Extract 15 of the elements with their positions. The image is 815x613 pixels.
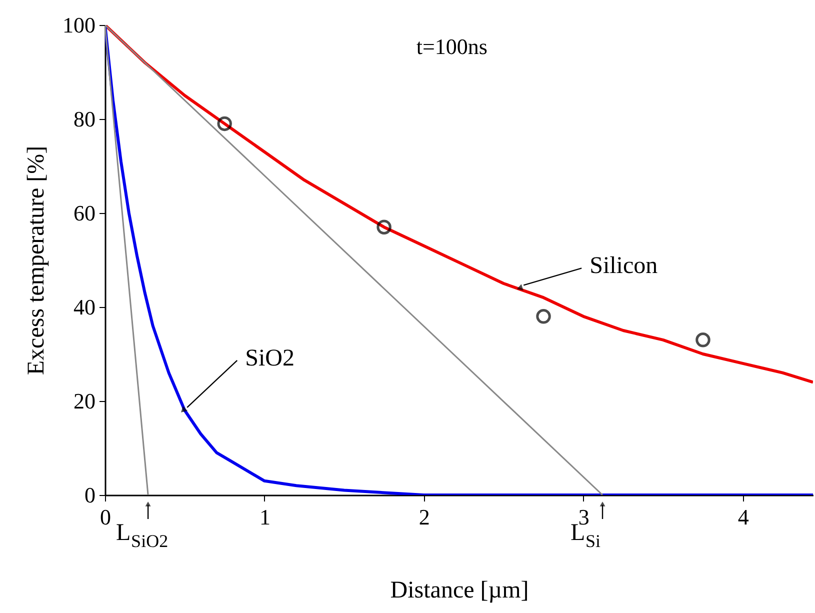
y-tick-label: 60 (74, 200, 96, 226)
y-axis-title: Excess temperature [%] (24, 146, 50, 376)
x-tick-label: 4 (738, 504, 749, 530)
annotation: t=100ns (416, 34, 488, 59)
y-tick-label: 100 (62, 12, 96, 38)
y-tick-label: 80 (74, 106, 96, 132)
y-tick-label: 40 (74, 294, 96, 320)
y-tick-label: 20 (74, 388, 96, 414)
x-axis-title: Distance [µm] (390, 578, 529, 604)
annotation: SiO2 (245, 345, 294, 372)
x-tick-label: 2 (418, 504, 430, 530)
x-tick-label: 0 (100, 504, 111, 530)
x-tick-label: 1 (259, 504, 270, 530)
y-tick-label: 0 (84, 482, 96, 508)
annotation: Silicon (590, 253, 658, 280)
